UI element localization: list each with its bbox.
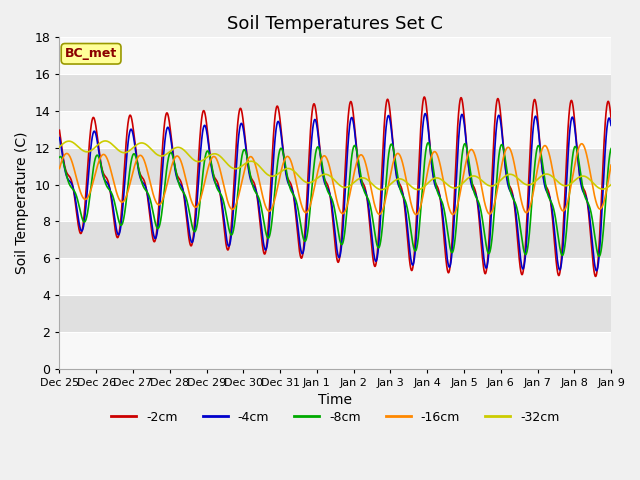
Bar [60,111,611,148]
Bar [60,37,611,74]
Text: BC_met: BC_met [65,47,117,60]
Bar [60,74,611,111]
Bar [60,184,611,221]
Bar [60,221,611,258]
Bar [60,332,611,369]
Title: Soil Temperatures Set C: Soil Temperatures Set C [227,15,443,33]
X-axis label: Time: Time [318,393,352,407]
Legend: -2cm, -4cm, -8cm, -16cm, -32cm: -2cm, -4cm, -8cm, -16cm, -32cm [106,406,564,429]
Y-axis label: Soil Temperature (C): Soil Temperature (C) [15,132,29,274]
Bar [60,258,611,295]
Bar [60,148,611,184]
Bar [60,295,611,332]
